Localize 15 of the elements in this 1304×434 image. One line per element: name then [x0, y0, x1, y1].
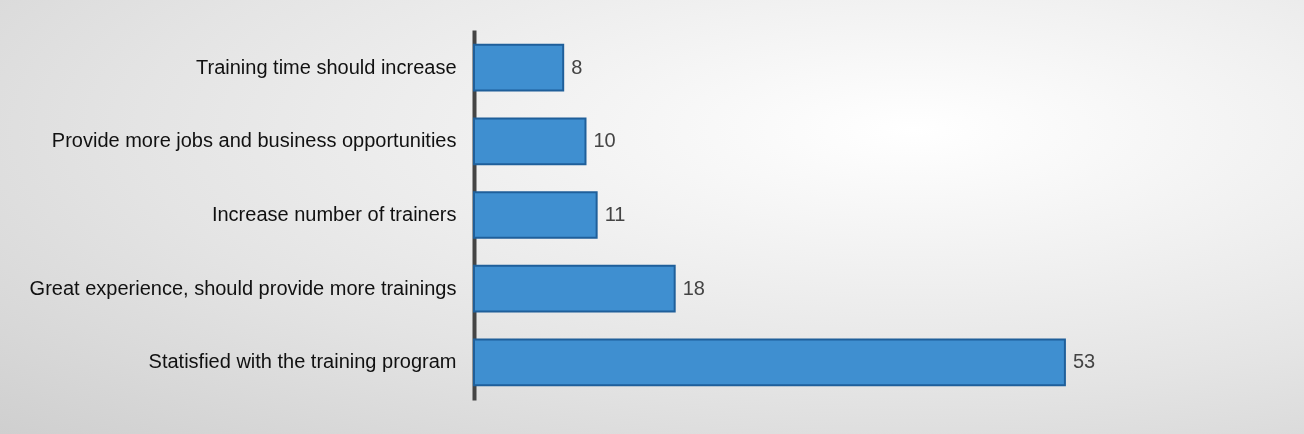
bar [473, 117, 587, 166]
data-label: 11 [604, 203, 626, 225]
y-tick-label: Statisfied with the training program [148, 350, 457, 373]
y-tick-label: Training time should increase [196, 55, 457, 78]
y-tick-label: Increase number of trainers [211, 203, 457, 225]
bar [473, 43, 565, 92]
data-label: 53 [1072, 350, 1096, 373]
data-label: 18 [682, 276, 705, 299]
bar [473, 191, 598, 239]
bar [473, 264, 676, 313]
y-tick-label: Provide more jobs and business opportunities [51, 129, 457, 152]
data-label: 8 [571, 55, 583, 78]
data-label: 10 [593, 129, 616, 152]
y-tick-label: Great experience, should provide more trainings [29, 276, 457, 299]
bar [473, 338, 1066, 387]
